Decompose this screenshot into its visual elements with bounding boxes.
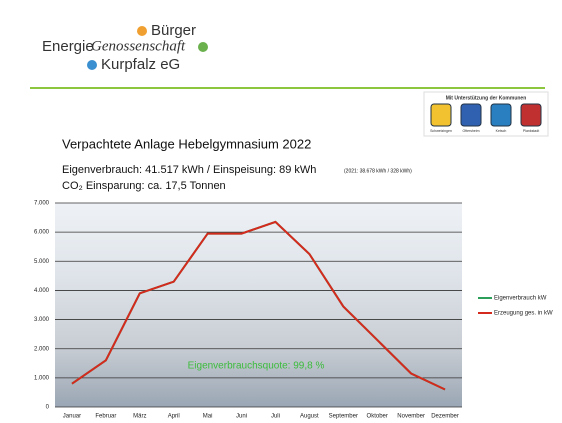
logo-dot <box>137 26 147 36</box>
y-tick-label: 4.000 <box>34 288 50 294</box>
x-tick-label: September <box>329 414 358 420</box>
coat-of-arms <box>461 104 481 126</box>
town-label: Oftersheim <box>462 129 479 133</box>
legend-label: Erzeugung ges. in kW <box>494 311 553 317</box>
town-label: Ketsch <box>496 129 507 133</box>
logo-text: Kurpfalz eG <box>101 56 180 73</box>
logo-dot <box>87 60 97 70</box>
coat-of-arms <box>491 104 511 126</box>
info-line: CO₂ Einsparung: ca. 17,5 Tonnen <box>62 180 226 192</box>
x-tick-label: November <box>397 414 425 420</box>
info-line: Eigenverbrauch: 41.517 kWh / Einspeisung… <box>62 164 316 176</box>
logo-text: Bürger <box>151 22 196 39</box>
y-tick-label: 1.000 <box>34 375 50 381</box>
y-tick-label: 5.000 <box>34 259 50 265</box>
legend-label: Eigenverbrauch kW <box>494 296 547 302</box>
x-tick-label: August <box>300 414 319 420</box>
plot-background <box>55 203 462 407</box>
y-tick-label: 7.000 <box>34 201 50 207</box>
town-label: Schwetzingen <box>430 129 452 133</box>
info-note: (2021: 38.678 kWh / 328 kWh) <box>344 168 412 174</box>
x-tick-label: Februar <box>95 414 116 420</box>
logo-text: Genossenschaft <box>91 38 186 54</box>
x-tick-label: Dezember <box>431 414 459 420</box>
supporters-title: Mit Unterstützung der Kommunen <box>446 95 527 101</box>
x-tick-label: April <box>168 414 180 420</box>
x-tick-label: Mai <box>203 414 213 420</box>
coat-of-arms <box>431 104 451 126</box>
coat-of-arms <box>521 104 541 126</box>
logo-text: Energie <box>42 38 94 55</box>
slide: Bürger Energie Genossenschaft Kurpfalz e… <box>0 0 562 423</box>
x-tick-label: Oktober <box>367 414 388 420</box>
x-tick-label: Juli <box>271 414 280 420</box>
town-label: Plankstadt <box>523 129 539 133</box>
y-tick-label: 0 <box>46 405 50 411</box>
chart-title: Verpachtete Anlage Hebelgymnasium 2022 <box>62 136 311 151</box>
y-tick-label: 6.000 <box>34 230 50 236</box>
annotation: Eigenverbrauchsquote: 99,8 % <box>188 361 325 372</box>
y-tick-label: 2.000 <box>34 346 50 352</box>
y-tick-label: 3.000 <box>34 317 50 323</box>
x-tick-label: Januar <box>63 414 81 420</box>
x-tick-label: Juni <box>236 414 247 420</box>
x-tick-label: März <box>133 414 146 420</box>
logo-dot <box>198 42 208 52</box>
